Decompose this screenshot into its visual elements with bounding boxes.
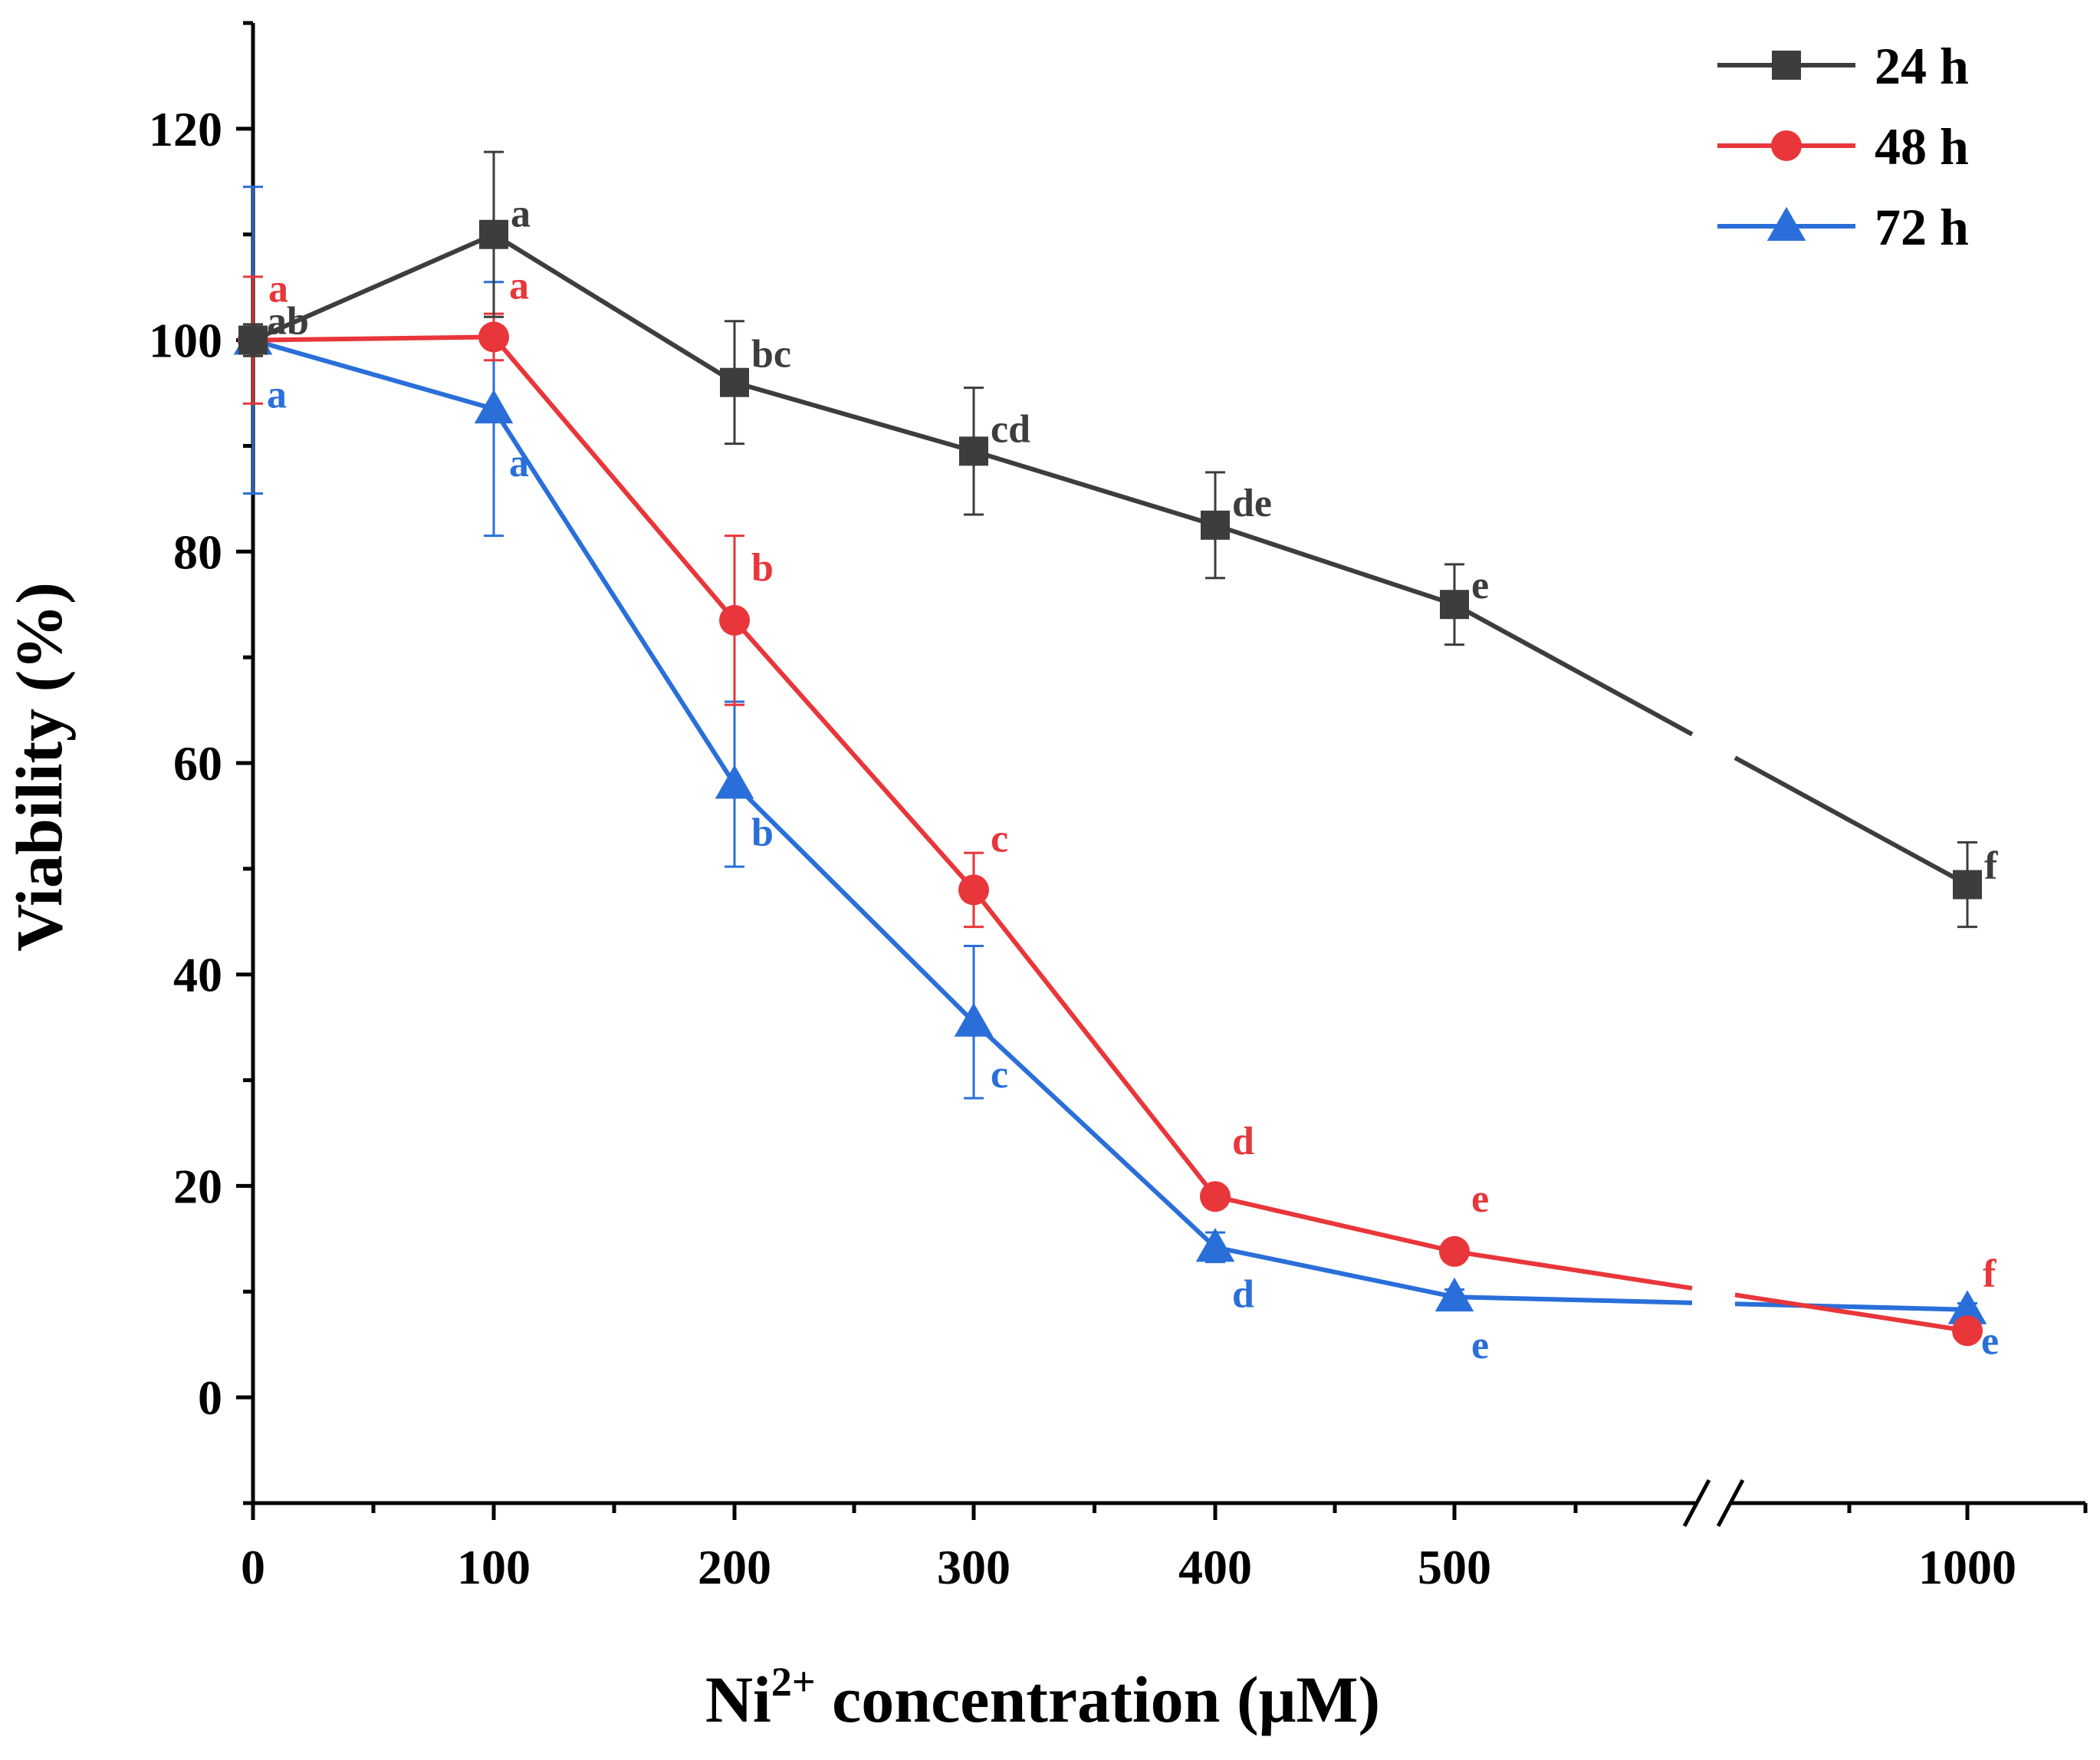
data-point	[1201, 510, 1230, 540]
significance-letter: c	[991, 1053, 1008, 1097]
x-tick-label: 400	[1178, 1540, 1252, 1594]
significance-letter: bc	[751, 333, 791, 377]
significance-letter: ab	[267, 300, 309, 344]
series-line-segment	[1214, 1194, 1455, 1254]
series-line-segment	[491, 407, 737, 786]
x-axis-title-main: Ni	[705, 1663, 771, 1736]
significance-letter: e	[1981, 1320, 1999, 1364]
significance-letter: b	[751, 811, 774, 855]
data-point	[478, 321, 509, 353]
significance-letter: a	[509, 442, 529, 485]
series-line-segment	[491, 335, 737, 622]
x-axis-break-mark-1	[1682, 1479, 1711, 1528]
series-line-segment	[252, 337, 495, 412]
legend-marker	[1772, 51, 1801, 80]
series-line-segment	[971, 1020, 1218, 1249]
x-axis-title: Ni2+ concentration (μM)	[705, 1659, 1380, 1736]
data-point	[1953, 870, 1982, 900]
data-point	[238, 325, 268, 355]
series-line-segment	[1734, 1301, 1968, 1312]
axes-layer: 0 20 40 60 80 100 120 0 100 200 300 400 500 1000	[149, 21, 2088, 1594]
legend-label: 48 h	[1875, 117, 1969, 176]
legend-label: 24 h	[1875, 37, 1969, 95]
series-line-segment	[734, 380, 974, 454]
y-tick-label: 60	[173, 736, 222, 791]
significance-letter: a	[509, 264, 529, 308]
legend-marker	[1771, 130, 1802, 161]
significance-letter: e	[1471, 564, 1489, 607]
series-line-segment	[1214, 522, 1455, 607]
y-tick-label: 80	[173, 525, 222, 579]
y-tick-label: 20	[173, 1159, 222, 1213]
significance-letter: cd	[991, 407, 1030, 451]
significance-letter: de	[1232, 482, 1272, 525]
data-point	[479, 219, 508, 249]
series-line-segment	[971, 888, 1218, 1199]
x-tick-label: 100	[457, 1540, 531, 1594]
legend-label: 72 h	[1875, 198, 1969, 256]
significance-letter: b	[751, 546, 774, 590]
data-point	[1947, 1290, 1987, 1324]
data-point	[720, 367, 749, 397]
significance-letter: d	[1232, 1120, 1254, 1163]
significance-letter: c	[991, 817, 1008, 860]
series-line-segment	[1734, 755, 1969, 887]
series-line-segment	[252, 334, 495, 343]
significance-letter: e	[1471, 1324, 1489, 1367]
x-tick-label: 500	[1418, 1540, 1491, 1594]
significance-letter: a	[267, 373, 287, 417]
y-tick-label: 0	[198, 1370, 222, 1425]
x-tick-label: 0	[241, 1540, 265, 1594]
x-tick-label: 300	[937, 1540, 1011, 1594]
data-point	[719, 604, 750, 636]
series-line-segment	[732, 782, 976, 1024]
series-line-segment	[1454, 1248, 1693, 1291]
significance-letter: f	[1984, 844, 1998, 888]
y-tick-label: 100	[149, 314, 222, 368]
data-point	[474, 389, 514, 424]
x-axis-title-sup: 2+	[771, 1659, 816, 1705]
y-tick-label: 120	[149, 102, 222, 156]
y-tick-label: 40	[173, 948, 222, 1002]
y-axis-title: Viability (%)	[2, 582, 76, 952]
significance-letter: d	[1232, 1272, 1254, 1316]
data-point	[715, 765, 754, 799]
data-point	[1952, 1315, 1983, 1347]
significance-letter: a	[511, 192, 531, 236]
data-point	[1435, 1277, 1474, 1312]
x-axis-title-rest: concentration (μM)	[816, 1663, 1381, 1736]
data-point	[1439, 1235, 1470, 1267]
series-line-segment	[1454, 1295, 1693, 1305]
data-point	[1440, 590, 1469, 620]
x-tick-label: 1000	[1918, 1540, 2016, 1594]
series-line-segment	[1453, 602, 1694, 737]
legend-marker	[1766, 206, 1806, 241]
legend: 24 h 48 h 72 h	[1717, 37, 1969, 256]
significance-letter: e	[1471, 1177, 1489, 1221]
significance-letter: a	[268, 268, 288, 311]
data-point	[1195, 1228, 1235, 1262]
series-line-segment	[492, 232, 736, 385]
data-point	[959, 436, 988, 466]
data-point	[954, 1002, 994, 1037]
series-line-segment	[1214, 1245, 1455, 1300]
significance-letter: f	[1983, 1252, 1996, 1295]
series-line-segment	[1734, 1292, 1968, 1334]
data-point	[958, 874, 989, 906]
series-line-segment	[973, 449, 1216, 528]
series-line-segment	[251, 232, 495, 343]
x-tick-label: 200	[698, 1540, 771, 1594]
data-point	[1200, 1181, 1231, 1212]
x-axis-break-mark-2	[1716, 1479, 1745, 1528]
series-line-segment	[732, 618, 976, 892]
